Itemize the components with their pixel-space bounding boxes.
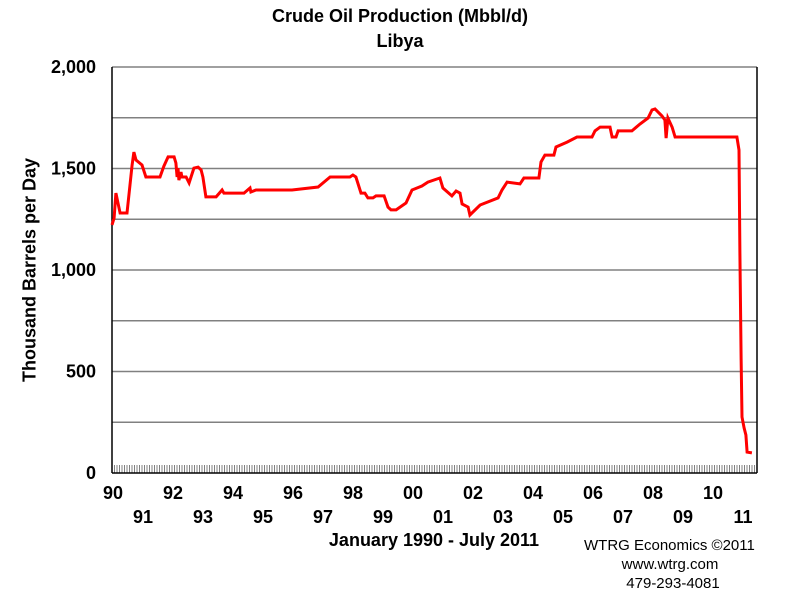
x-tick-label: 04 [523,483,543,503]
x-tick-label: 02 [463,483,483,503]
chart-subtitle: Libya [376,31,424,51]
phone-text: 479-293-4081 [626,575,720,592]
x-tick-label: 98 [343,483,363,503]
x-tick-label: 94 [223,483,243,503]
x-tick-label: 99 [373,507,393,527]
x-tick-label: 10 [703,483,723,503]
x-axis-label: January 1990 - July 2011 [328,530,540,550]
y-tick-label: 1,500 [51,159,96,179]
y-tick-label: 500 [66,362,96,382]
y-tick-label: 1,000 [51,260,96,280]
x-tick-label: 97 [313,507,333,527]
x-tick-label: 90 [103,483,123,503]
x-tick-label: 08 [643,483,663,503]
x-tick-label: 01 [433,507,453,527]
x-tick-label: 09 [673,507,693,527]
credit-text: WTRG Economics ©2011 [584,537,755,554]
x-tick-label: 93 [193,507,213,527]
website-text: www.wtrg.com [621,556,719,573]
x-tick-label: 95 [253,507,273,527]
chart-title: Crude Oil Production (Mbbl/d) [272,6,528,26]
x-tick-label: 05 [553,507,573,527]
x-tick-label: 91 [133,507,153,527]
x-tick-label: 92 [163,483,183,503]
x-tick-label: 00 [403,483,423,503]
x-tick-label: 07 [613,507,633,527]
y-tick-label: 0 [86,463,96,483]
y-tick-label: 2,000 [51,57,96,77]
x-tick-label: 06 [583,483,603,503]
x-tick-label: 03 [493,507,513,527]
x-tick-label: 96 [283,483,303,503]
series-line-libya [110,107,753,455]
x-tick-label: 11 [733,507,752,527]
